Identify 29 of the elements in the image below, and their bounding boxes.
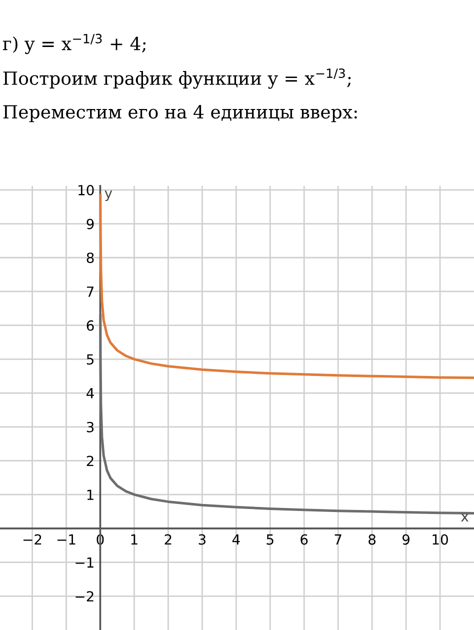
text: Построим график функции y = x$^{−1/3}$; [3, 68, 351, 89]
y-tick-label: 8 [86, 252, 94, 264]
y-tick-label: 9 [86, 218, 94, 230]
x-tick-label: −2 [24, 534, 42, 545]
y-tick-label: 2 [86, 456, 94, 466]
x-tick-label: 9 [402, 534, 410, 545]
x-tick-label: 10 [432, 534, 448, 545]
x-tick-label: 4 [232, 534, 240, 545]
y-tick-label: 7 [86, 286, 94, 297]
x-tick-label: 6 [300, 534, 308, 545]
y-tick-label: 4 [86, 388, 94, 398]
y-tick-label: −1 [76, 557, 94, 568]
x-tick-label: −1 [57, 534, 76, 545]
x-tick-label: 2 [164, 534, 172, 545]
x-tick-label: 1 [131, 534, 138, 545]
y-tick-label: 10 [78, 184, 94, 196]
x-tick-label: 3 [198, 534, 206, 545]
y-tick-label: 5 [86, 354, 94, 365]
y-tick-label: 3 [86, 422, 94, 432]
x-tick-label: 8 [368, 534, 376, 545]
y-tick-label: 1 [87, 490, 94, 500]
y-tick-label: 6 [86, 320, 94, 331]
y-tick-label: −2 [76, 591, 94, 602]
x-tick-label: 5 [266, 534, 274, 545]
x-tick-label: 7 [334, 534, 342, 545]
y-axis-title: y [104, 190, 112, 201]
text: Переместим его на 4 единицы вверх: [3, 104, 357, 122]
text: г) y = x$^{−1/3}$ + 4; [2, 34, 146, 54]
x-axis-title: x [461, 514, 468, 522]
